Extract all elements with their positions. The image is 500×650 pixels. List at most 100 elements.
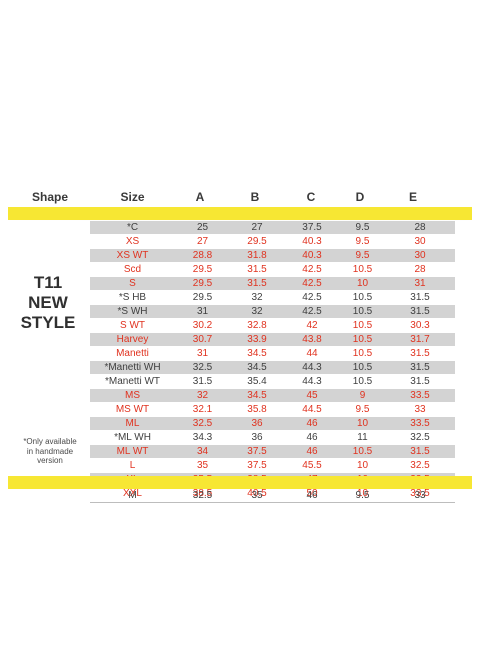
table-row: *Manetti WT 31.5 35.4 44.3 10.5 31.5 xyxy=(90,374,455,390)
style-title-line: T11 xyxy=(33,273,63,292)
value-cell-c: 45.5 xyxy=(284,458,340,474)
value-cell-d: 10.5 xyxy=(340,318,385,334)
value-cell-a: 29.5 xyxy=(175,262,230,278)
value-cell-d: 9.5 xyxy=(355,489,370,501)
value-cell-b: 36 xyxy=(230,416,284,432)
size-cell: XS xyxy=(90,234,175,250)
value-cell-d: 9.5 xyxy=(340,234,385,250)
value-cell-a: 27 xyxy=(175,234,230,250)
value-cell-c: 44 xyxy=(284,346,340,362)
value-cell-b: 35.8 xyxy=(230,402,284,418)
value-cell-c: 42.5 xyxy=(284,276,340,292)
table-row: XS WT 28.8 31.8 40.3 9.5 30 xyxy=(90,248,455,264)
value-cell-b: 33.9 xyxy=(230,332,284,348)
value-cell-d: 9.5 xyxy=(340,221,385,236)
size-cell: MS xyxy=(90,388,175,404)
value-cell-d: 10.5 xyxy=(340,290,385,306)
value-cell-e: 31.7 xyxy=(385,332,455,348)
size-cell: *S HB xyxy=(90,290,175,306)
value-cell-b: 35 xyxy=(251,489,263,501)
value-cell-e: 33.5 xyxy=(385,416,455,432)
value-cell-b: 34.5 xyxy=(230,360,284,376)
value-cell-c: 46 xyxy=(284,416,340,432)
note-line: in handmade xyxy=(26,446,74,456)
value-cell-e: 28 xyxy=(385,262,455,278)
value-cell-e: 32.5 xyxy=(385,430,455,446)
value-cell-e: 32.5 xyxy=(385,458,455,474)
value-cell-b: 32 xyxy=(230,304,284,320)
table-row: S WT 30.2 32.8 42 10.5 30.3 xyxy=(90,318,455,334)
value-cell-a: 35 xyxy=(175,458,230,474)
value-cell-e: 30.3 xyxy=(385,318,455,334)
table-row: MS 32 34.5 45 9 33.5 xyxy=(90,388,455,404)
table-row-m: M 32.5 35 46 9.5 33 xyxy=(90,488,455,502)
bottom-row-divider xyxy=(90,502,455,503)
value-cell-c: 43.8 xyxy=(284,332,340,348)
header-e: E xyxy=(408,190,417,204)
header-c: C xyxy=(306,190,316,204)
size-cell: *S WH xyxy=(90,304,175,320)
value-cell-b: 31.5 xyxy=(230,262,284,278)
header-shape: Shape xyxy=(31,190,68,204)
background-watermark xyxy=(80,149,410,173)
table-row: *Manetti WH 32.5 34.5 44.3 10.5 31.5 xyxy=(90,360,455,376)
value-cell-c: 42.5 xyxy=(284,262,340,278)
value-cell-b: 40.5 xyxy=(230,486,284,502)
value-cell-e: 33.5 xyxy=(385,486,455,502)
size-cell: XXL xyxy=(90,486,175,502)
value-cell-d: 10 xyxy=(340,458,385,474)
value-cell-a: 29.5 xyxy=(175,290,230,306)
value-cell-d: 11 xyxy=(340,430,385,446)
value-cell-d: 10 xyxy=(340,276,385,292)
value-cell-e: 33 xyxy=(385,402,455,418)
table-row: MS WT 32.1 35.8 44.5 9.5 33 xyxy=(90,402,455,418)
value-cell-a: 31 xyxy=(175,304,230,320)
value-cell-c: 42 xyxy=(284,318,340,334)
value-cell-a: 31.5 xyxy=(175,374,230,390)
value-cell-c: 44.3 xyxy=(284,360,340,376)
table-row: XXL 38.5 40.5 50 10 33.5 xyxy=(90,486,455,502)
table-row: *S WH 31 32 42.5 10.5 31.5 xyxy=(90,304,455,320)
value-cell-c: 45 xyxy=(284,388,340,404)
value-cell-d: 10.5 xyxy=(340,360,385,376)
value-cell-e: 31.5 xyxy=(385,304,455,320)
style-title: T11 NEW STYLE xyxy=(6,273,90,333)
value-cell-a: 34.3 xyxy=(175,430,230,446)
value-cell-e: 31.5 xyxy=(385,290,455,306)
value-cell-c: 40.3 xyxy=(284,234,340,250)
value-cell-c: 40.3 xyxy=(284,248,340,264)
table-row: ML WT 34 37.5 46 10.5 31.5 xyxy=(90,444,455,460)
value-cell-c: 46 xyxy=(306,489,318,501)
size-cell: S WT xyxy=(90,318,175,334)
size-cell: MS WT xyxy=(90,402,175,418)
value-cell-d: 10.5 xyxy=(340,374,385,390)
value-cell-a: 34 xyxy=(175,444,230,460)
value-cell-b: 34.5 xyxy=(230,346,284,362)
value-cell-a: 32.5 xyxy=(175,416,230,432)
size-table-body: *C 25 27 37.5 9.5 28 XS 27 29.5 40.3 9.5 30 XS WT 28.… xyxy=(90,221,455,502)
header-a: A xyxy=(195,190,205,204)
value-cell-b: 34.5 xyxy=(230,388,284,404)
value-cell-c: 50 xyxy=(284,486,340,502)
table-row: L 35 37.5 45.5 10 32.5 xyxy=(90,458,455,474)
value-cell-d: 10.5 xyxy=(340,304,385,320)
value-cell-d: 10 xyxy=(340,486,385,502)
style-title-line: STYLE xyxy=(20,313,76,332)
value-cell-e: 33 xyxy=(414,489,426,501)
size-cell: *Manetti WH xyxy=(90,360,175,376)
header-d: D xyxy=(355,190,365,204)
table-row: *ML WH 34.3 36 46 11 32.5 xyxy=(90,430,455,446)
value-cell-a: 32.1 xyxy=(175,402,230,418)
value-cell-e: 33.5 xyxy=(385,388,455,404)
value-cell-b: 32 xyxy=(230,290,284,306)
value-cell-a: 30.7 xyxy=(175,332,230,348)
table-row: *C 25 27 37.5 9.5 28 xyxy=(90,221,455,236)
value-cell-b: 27 xyxy=(230,221,284,236)
bottom-size-table: M 32.5 35 46 9.5 33 xyxy=(90,488,455,502)
value-cell-c: 44.5 xyxy=(284,402,340,418)
table-row: Manetti 31 34.5 44 10.5 31.5 xyxy=(90,346,455,362)
size-cell: Manetti xyxy=(90,346,175,362)
value-cell-b: 31.5 xyxy=(230,276,284,292)
value-cell-e: 31.5 xyxy=(385,444,455,460)
value-cell-b: 29.5 xyxy=(230,234,284,250)
